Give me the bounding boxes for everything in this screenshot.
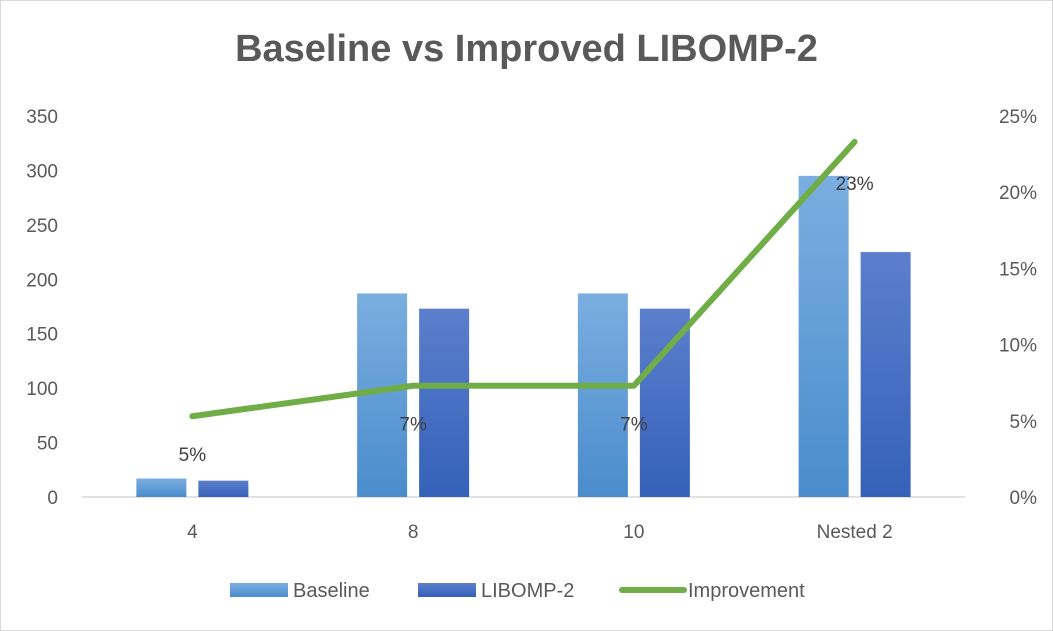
y-right-tick-label: 10% [999, 336, 1037, 357]
baseline-bar [798, 175, 849, 497]
y-left-tick-label: 150 [26, 325, 58, 346]
libomp2-bar [639, 308, 690, 497]
x-tick-label: Nested 2 [817, 522, 893, 543]
y-right-tick-label: 20% [999, 183, 1037, 204]
data-labels: 5% 7% 7% 23% [179, 174, 874, 466]
libomp2-bar [198, 480, 249, 497]
x-tick-label: 10 [623, 522, 644, 543]
improvement-data-label: 5% [179, 445, 207, 466]
bars [136, 175, 911, 497]
improvement-line-group [189, 138, 858, 420]
baseline-bar [136, 478, 187, 497]
legend-baseline-swatch [230, 583, 288, 597]
libomp2-bar [419, 308, 470, 497]
improvement-line [189, 138, 858, 420]
y-left-tick-label: 0 [47, 488, 58, 509]
y-left-tick-label: 300 [26, 161, 58, 182]
y-left-tick-label: 200 [26, 270, 58, 291]
y-left-tick-label: 100 [26, 379, 58, 400]
y-right-tick-label: 5% [1010, 412, 1038, 433]
y-left-tick-label: 50 [37, 434, 58, 455]
legend-baseline-label: Baseline [293, 580, 370, 602]
legend-improvement-label: Improvement [688, 580, 805, 602]
y-right-tick-label: 0% [1010, 488, 1038, 509]
x-tick-label: 4 [187, 522, 198, 543]
y-left-tick-label: 350 [26, 107, 58, 128]
legend: Baseline LIBOMP-2 Improvement [230, 580, 805, 602]
chart-title: Baseline vs Improved LIBOMP-2 [235, 28, 818, 70]
y-left-tick-label: 250 [26, 216, 58, 237]
improvement-data-label: 7% [620, 415, 648, 436]
libomp2-bar [860, 252, 911, 497]
y-right-tick-label: 15% [999, 259, 1037, 280]
y-right-tick-label: 25% [999, 107, 1037, 128]
improvement-data-label: 23% [836, 174, 874, 195]
axes: 0 50 100 150 200 250 300 350 0% 5% 10% 15% 20% 25% 4 8 1… [26, 107, 1037, 543]
baseline-bar [577, 293, 628, 497]
improvement-data-label: 7% [399, 415, 427, 436]
legend-libomp2-swatch [418, 583, 476, 597]
x-tick-label: 8 [408, 522, 419, 543]
legend-libomp2-label: LIBOMP-2 [481, 580, 574, 602]
